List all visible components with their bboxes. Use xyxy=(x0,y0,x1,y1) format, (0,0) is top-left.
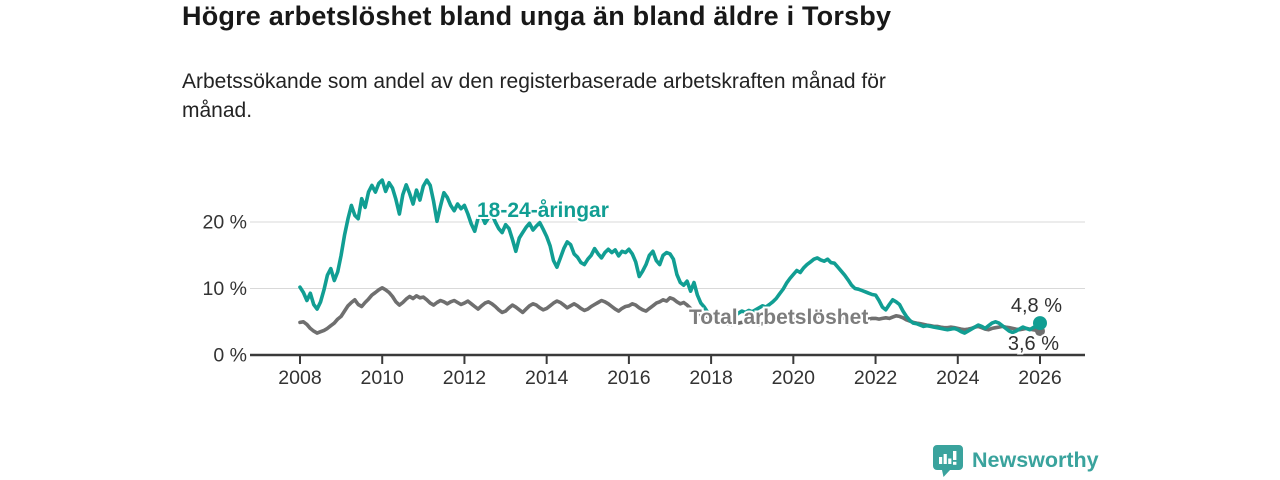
x-tick-label: 2018 xyxy=(689,367,732,389)
data-series xyxy=(298,178,1047,337)
series-end-dot-1 xyxy=(1032,316,1047,331)
x-tick-label: 2022 xyxy=(854,367,897,389)
x-tick-label: 2012 xyxy=(443,367,486,389)
chart-labels: Total arbetslöshet 3,6 % 18-24-åringar 4,8 … xyxy=(475,197,1064,357)
series-end-value-0: 3,6 % xyxy=(1008,333,1059,355)
x-tick-label: 2026 xyxy=(1018,367,1061,389)
x-tick-label: 2020 xyxy=(772,367,816,389)
brand-name: Newsworthy xyxy=(972,448,1099,472)
x-tick-label: 2024 xyxy=(936,367,980,389)
series-label-1: 18-24-åringar xyxy=(477,199,609,222)
chart-subtitle: Arbetssökande som andel av den registerb… xyxy=(182,70,886,122)
gridlines xyxy=(250,221,1085,289)
chart-title: Högre arbetslöshet bland unga än bland ä… xyxy=(182,1,892,31)
y-tick-label: 0 % xyxy=(213,345,247,367)
x-tick-label: 2014 xyxy=(525,367,569,389)
y-tick-label: 10 % xyxy=(203,278,247,300)
series-label-0: Total arbetslöshet xyxy=(689,306,868,329)
newsworthy-logo: Newsworthy xyxy=(933,444,1099,477)
series-end-value-1: 4,8 % xyxy=(1011,295,1062,317)
x-axis: 2008 2010 2012 2014 2016 2018 2020 2022 2024 2026… xyxy=(203,212,1085,389)
bar-chart-speech-bubble-icon xyxy=(933,445,963,477)
series-line-1 xyxy=(298,178,1042,335)
x-tick-label: 2010 xyxy=(361,367,405,389)
y-tick-label: 20 % xyxy=(203,212,247,234)
x-tick-label: 2016 xyxy=(607,367,650,389)
x-tick-label: 2008 xyxy=(278,367,321,389)
